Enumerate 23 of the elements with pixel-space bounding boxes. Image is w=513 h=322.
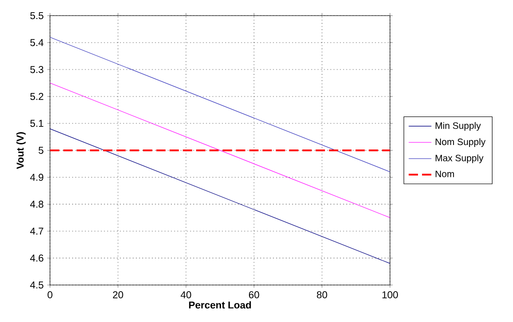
y-tick-label: 5 <box>38 146 44 154</box>
y-tick-label: 5.2 <box>30 92 44 100</box>
y-axis-title: Vout (V) <box>16 132 26 169</box>
legend-label: Nom Supply <box>436 138 486 147</box>
x-tick-label: 80 <box>316 291 328 298</box>
x-tick-label: 100 <box>382 291 398 298</box>
y-tick-label: 5.3 <box>30 66 44 74</box>
y-tick-label: 4.6 <box>30 254 44 262</box>
x-tick-label: 60 <box>248 291 260 298</box>
y-tick-label: 4.7 <box>30 228 44 235</box>
x-axis-title: Percent Load <box>189 301 251 309</box>
legend-label: Min Supply <box>436 122 481 131</box>
y-tick-label: 5.1 <box>30 120 44 127</box>
y-tick-label: 5.5 <box>30 12 44 20</box>
legend-label: Max Supply <box>436 154 484 164</box>
y-tick-label: 4.8 <box>30 200 44 208</box>
y-tick-label: 4.9 <box>30 174 44 181</box>
legend-label: Nom <box>436 170 454 178</box>
y-tick-label: 4.5 <box>30 282 44 288</box>
x-tick-label: 0 <box>48 291 52 298</box>
x-tick-label: 20 <box>112 291 124 298</box>
y-tick-label: 5.4 <box>30 39 44 46</box>
x-tick-label: 40 <box>180 291 192 298</box>
